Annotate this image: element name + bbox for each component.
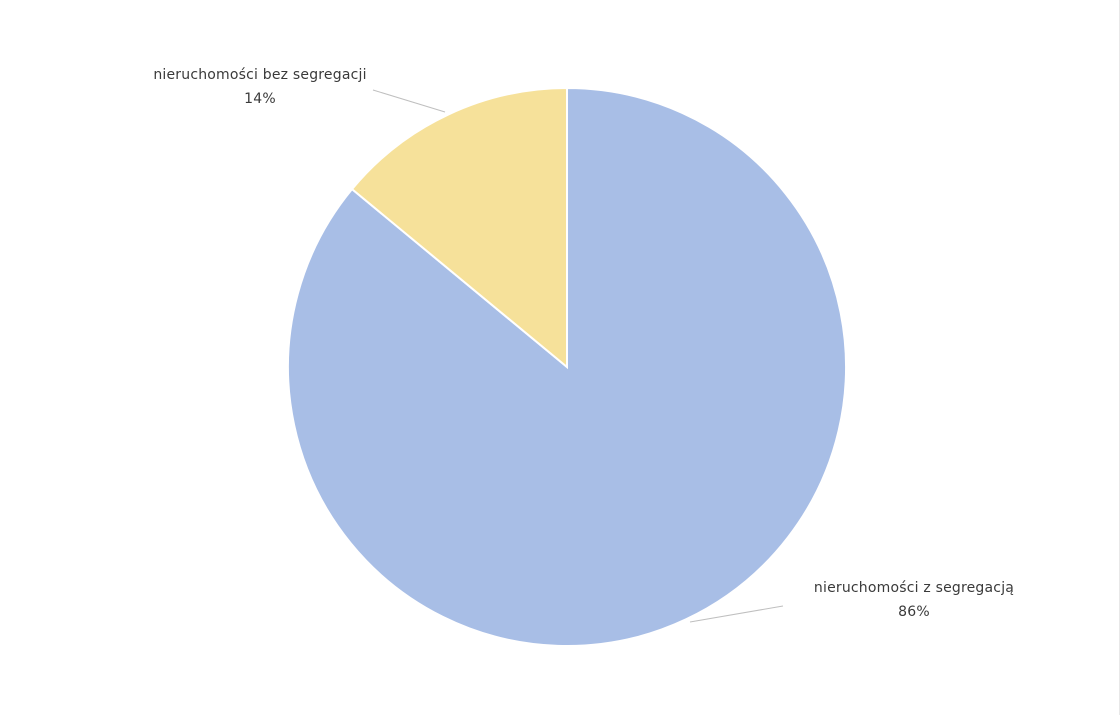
pie-slices bbox=[287, 86, 847, 647]
slice-label-2: nieruchomości bez segregacji bbox=[153, 67, 366, 83]
leader-line-2 bbox=[372, 89, 446, 113]
leader-line-1 bbox=[689, 605, 784, 623]
pie-slice-1 bbox=[287, 86, 847, 647]
slice-value-label-2: 14% bbox=[244, 91, 276, 107]
pie-slice-2 bbox=[350, 86, 568, 370]
slice-labels: nieruchomości z segregacją 86% nieruchomoś… bbox=[153, 67, 1014, 620]
leader-lines bbox=[372, 89, 784, 623]
slice-label-1: nieruchomości z segregacją bbox=[814, 580, 1014, 596]
slice-value-label-1: 86% bbox=[898, 604, 930, 620]
